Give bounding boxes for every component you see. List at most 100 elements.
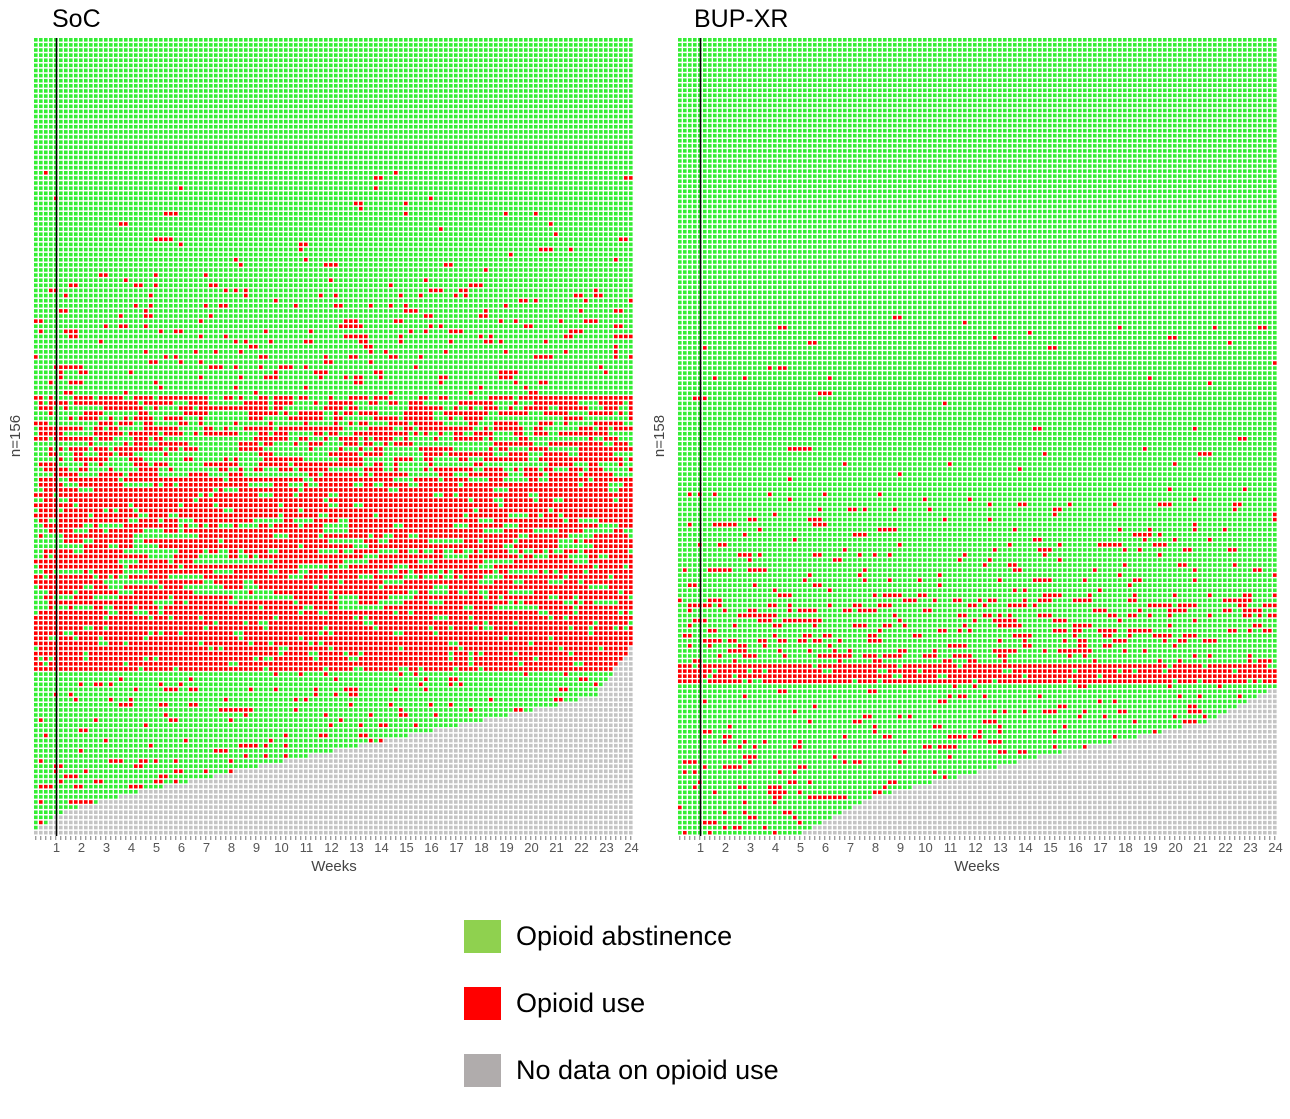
- heatmap-cell: [419, 217, 423, 221]
- heatmap-cell: [214, 84, 218, 88]
- heatmap-cell: [44, 186, 48, 190]
- heatmap-cell: [134, 135, 138, 139]
- heatmap-cell: [129, 165, 133, 170]
- heatmap-cell: [624, 124, 628, 129]
- heatmap-cell: [559, 140, 563, 144]
- heatmap-cell: [159, 176, 163, 180]
- heatmap-cell: [584, 43, 588, 47]
- heatmap-cell: [264, 222, 268, 226]
- heatmap-cell: [179, 155, 183, 160]
- heatmap-cell: [34, 38, 38, 42]
- heatmap-cell: [194, 63, 198, 68]
- heatmap-cell: [399, 43, 403, 47]
- heatmap-cell: [449, 171, 453, 175]
- heatmap-cell: [89, 135, 93, 139]
- heatmap-cell: [319, 145, 323, 149]
- heatmap-cell: [319, 58, 323, 63]
- heatmap-row: [34, 119, 633, 124]
- heatmap-cell: [149, 242, 153, 247]
- heatmap-cell: [154, 43, 158, 47]
- heatmap-cell: [324, 196, 328, 201]
- heatmap-cell: [424, 227, 428, 231]
- heatmap-cell: [294, 242, 298, 247]
- heatmap-cell: [439, 43, 443, 47]
- heatmap-cell: [544, 237, 548, 242]
- heatmap-cell: [354, 176, 358, 180]
- heatmap-cell: [94, 84, 98, 88]
- heatmap-cell: [619, 109, 623, 114]
- heatmap-cell: [194, 160, 198, 165]
- heatmap-cell: [489, 217, 493, 221]
- heatmap-cell: [119, 171, 123, 175]
- heatmap-cell: [59, 53, 63, 57]
- heatmap-cell: [424, 73, 428, 78]
- heatmap-cell: [69, 227, 73, 231]
- heatmap-cell: [234, 119, 238, 124]
- heatmap-cell: [139, 155, 143, 160]
- heatmap-cell: [104, 242, 108, 247]
- heatmap-cell: [469, 155, 473, 160]
- heatmap-cell: [454, 206, 458, 211]
- heatmap-cell: [364, 99, 368, 103]
- heatmap-cell: [149, 109, 153, 114]
- heatmap-cell: [434, 94, 438, 98]
- heatmap-cell: [539, 68, 543, 73]
- heatmap-cell: [124, 181, 128, 185]
- heatmap-cell: [409, 232, 413, 236]
- heatmap-cell: [164, 53, 168, 57]
- heatmap-cell: [79, 140, 83, 144]
- heatmap-cell: [449, 43, 453, 47]
- heatmap-cell: [399, 84, 403, 88]
- heatmap-cell: [329, 227, 333, 231]
- heatmap-cell: [529, 171, 533, 175]
- heatmap-cell: [389, 150, 393, 155]
- heatmap-cell: [329, 176, 333, 180]
- heatmap-cell: [124, 53, 128, 57]
- heatmap-cell: [324, 68, 328, 73]
- heatmap-cell: [424, 242, 428, 247]
- heatmap-cell: [559, 242, 563, 247]
- heatmap-cell: [69, 73, 73, 78]
- heatmap-cell: [394, 53, 398, 57]
- heatmap-cell: [174, 114, 178, 119]
- heatmap-cell: [599, 181, 603, 185]
- heatmap-cell: [244, 99, 248, 103]
- heatmap-cell: [524, 119, 528, 124]
- heatmap-cell: [519, 160, 523, 165]
- heatmap-cell: [414, 227, 418, 231]
- heatmap-cell: [544, 84, 548, 88]
- heatmap-cell: [419, 114, 423, 119]
- heatmap-cell: [254, 84, 258, 88]
- heatmap-cell: [469, 201, 473, 206]
- heatmap-cell: [289, 140, 293, 144]
- heatmap-cell: [259, 227, 263, 231]
- heatmap-cell: [364, 124, 368, 129]
- heatmap-cell: [219, 78, 223, 83]
- heatmap-cell: [369, 99, 373, 103]
- heatmap-cell: [444, 155, 448, 160]
- heatmap-cell: [169, 206, 173, 211]
- heatmap-cell: [49, 68, 53, 73]
- heatmap-cell: [404, 150, 408, 155]
- heatmap-cell: [444, 171, 448, 175]
- heatmap-cell: [114, 43, 118, 47]
- heatmap-cell: [484, 119, 488, 124]
- heatmap-cell: [64, 191, 68, 196]
- heatmap-cell: [374, 217, 378, 221]
- heatmap-cell: [109, 217, 113, 221]
- heatmap-cell: [424, 140, 428, 144]
- heatmap-cell: [594, 222, 598, 226]
- heatmap-cell: [104, 124, 108, 129]
- heatmap-cell: [194, 232, 198, 236]
- heatmap-cell: [79, 89, 83, 93]
- heatmap-cell: [519, 124, 523, 129]
- heatmap-cell: [304, 89, 308, 93]
- heatmap-cell: [109, 150, 113, 155]
- heatmap-cell: [549, 114, 553, 119]
- heatmap-cell: [34, 186, 38, 190]
- heatmap-cell: [79, 186, 83, 190]
- heatmap-cell: [284, 237, 288, 242]
- heatmap-cell: [474, 43, 478, 47]
- heatmap-cell: [374, 73, 378, 78]
- heatmap-cell: [599, 124, 603, 129]
